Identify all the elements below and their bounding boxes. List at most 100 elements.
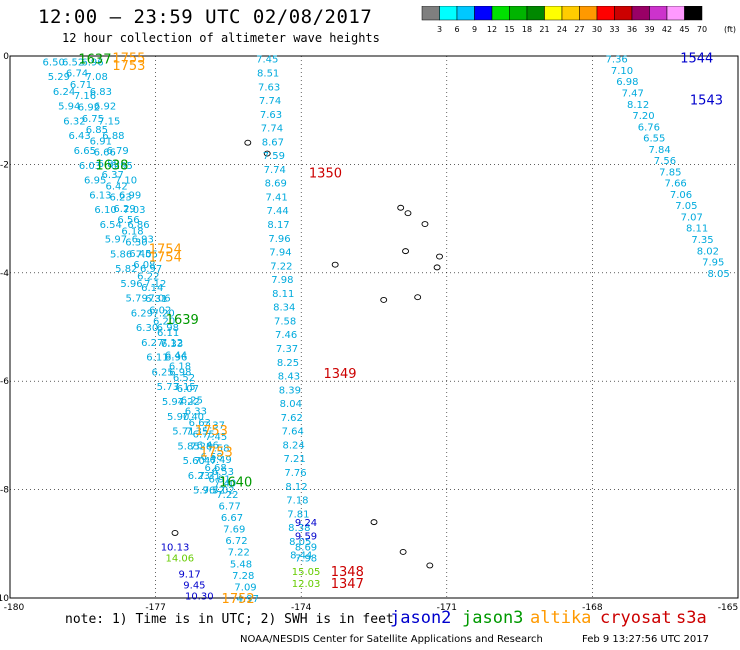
swh-value: 5.97 — [105, 235, 127, 246]
swh-value: 6.10 — [94, 205, 116, 216]
swh-value: 6.63 — [189, 418, 211, 429]
swh-value: 7.10 — [611, 66, 633, 77]
swh-value: 7.74 — [264, 165, 286, 176]
swh-value: 7.15 — [98, 116, 120, 127]
colorbar-tick-label: 18 — [522, 25, 532, 34]
swh-value: 6.75 — [82, 114, 104, 125]
swh-value: 8.02 — [697, 246, 719, 257]
pass-time-label: 1349 — [323, 367, 356, 382]
swh-value: 4.97 — [237, 594, 259, 605]
island — [380, 296, 388, 303]
x-tick-label: -165 — [718, 603, 738, 613]
swh-value: 6.02 — [149, 305, 171, 316]
swh-value: 6.96 — [81, 57, 103, 68]
swh-value: 6.88 — [102, 131, 124, 142]
colorbar-tick-label: 3 — [437, 25, 442, 34]
swh-value: 7.20 — [632, 111, 654, 122]
swh-value: 7.98 — [271, 275, 293, 286]
swh-value: 6.99 — [119, 190, 141, 201]
swh-value: 7.18 — [286, 496, 308, 507]
swh-value: 6.22 — [137, 272, 159, 283]
pass-time-label: 1755 — [112, 52, 145, 67]
colorbar-swatch — [684, 6, 703, 21]
swh-value: 6.98 — [157, 323, 179, 334]
swh-value: 7.45 — [205, 432, 227, 443]
swh-value: 6.50 — [43, 57, 65, 68]
colorbar-tick-label: 36 — [627, 25, 637, 34]
y-tick-label: -4 — [0, 269, 9, 279]
swh-value: 5.90 — [167, 412, 189, 423]
map-title: 12:00 – 23:59 UTC 02/08/2017 — [38, 6, 373, 28]
pass-time-label: 1350 — [309, 167, 342, 182]
island — [370, 519, 378, 526]
swh-value: 6.95 — [111, 161, 133, 172]
swh-value: 7.63 — [260, 110, 282, 121]
swh-value: 5.29 — [48, 72, 70, 83]
swh-value: 8.24 — [283, 440, 305, 451]
colorbar-tick-label: 33 — [609, 25, 619, 34]
swh-value: 7.22 — [216, 490, 238, 501]
swh-value: 7.20 — [153, 308, 175, 319]
island — [433, 264, 441, 271]
swh-value: 7.63 — [258, 82, 280, 93]
swh-value: 9.17 — [178, 570, 200, 581]
swh-value: 6.68 — [204, 463, 226, 474]
swh-value: 10.30 — [185, 591, 214, 602]
swh-value: 6.33 — [185, 407, 207, 418]
island — [404, 210, 412, 217]
footer-note: note: 1) Time is in UTC; 2) SWH is in fe… — [65, 612, 394, 627]
swh-value: 6.54 — [100, 220, 122, 231]
swh-value: 6.14 — [141, 283, 163, 294]
swh-value: 6.85 — [86, 125, 108, 136]
swh-value: 8.38 — [288, 523, 310, 534]
swh-value: 6.76 — [638, 122, 660, 133]
swh-value: 7.81 — [287, 509, 309, 520]
pass-time-label: 1347 — [331, 577, 364, 592]
pass-time-label: 1543 — [690, 93, 723, 108]
swh-value: 7.03 — [123, 205, 145, 216]
pass-time-label: 1754 — [149, 242, 182, 257]
swh-value: 7.35 — [186, 427, 208, 438]
swh-value: 6.08 — [133, 260, 155, 271]
swh-value: 6.55 — [643, 134, 665, 145]
swh-value: 8.17 — [267, 220, 289, 231]
swh-value: 7.05 — [675, 201, 697, 212]
swh-value: 9.24 — [295, 518, 317, 529]
island — [244, 139, 252, 146]
swh-value: 5.94 — [162, 397, 184, 408]
swh-value: 6.66 — [94, 148, 116, 159]
swh-value: 6.56 — [117, 215, 139, 226]
swh-value: 7.44 — [266, 206, 288, 217]
swh-value: 5.85 — [177, 441, 199, 452]
swh-value: 7.74 — [259, 96, 281, 107]
swh-value: 14.06 — [166, 553, 195, 564]
swh-value: 8.67 — [262, 137, 284, 148]
swh-value: 15.05 — [292, 567, 321, 578]
swh-value: 6.25 — [151, 367, 173, 378]
swh-value: 6.42 — [106, 181, 128, 192]
swh-value: 7.09 — [234, 582, 256, 593]
swh-value: 8.51 — [257, 68, 279, 79]
swh-value: 8.69 — [295, 543, 317, 554]
swh-value: 7.62 — [281, 413, 303, 424]
legend-altika: altika — [530, 608, 592, 628]
swh-value: 7.06 — [148, 294, 170, 305]
colorbar-tick-label: 15 — [504, 25, 514, 34]
colorbar-tick-label: 45 — [679, 25, 689, 34]
swh-value: 7.35 — [691, 235, 713, 246]
swh-value: 6.20 — [153, 317, 175, 328]
swh-value: 8.12 — [285, 482, 307, 493]
swh-value: 6.96 — [165, 353, 187, 364]
x-tick-label: -168 — [582, 603, 603, 613]
swh-value: 8.25 — [277, 358, 299, 369]
swh-value: 6.46 — [197, 441, 219, 452]
swh-value: 7.10 — [115, 176, 137, 187]
swh-value: 6.74 — [66, 69, 88, 80]
colorbar-tick-label: 39 — [644, 25, 654, 34]
y-tick-label: -10 — [0, 594, 9, 604]
y-tick-label: -6 — [0, 377, 9, 387]
legend-jason3: jason3 — [462, 608, 524, 628]
swh-value: 5.96 — [193, 486, 215, 497]
x-tick-label: -177 — [145, 603, 165, 613]
